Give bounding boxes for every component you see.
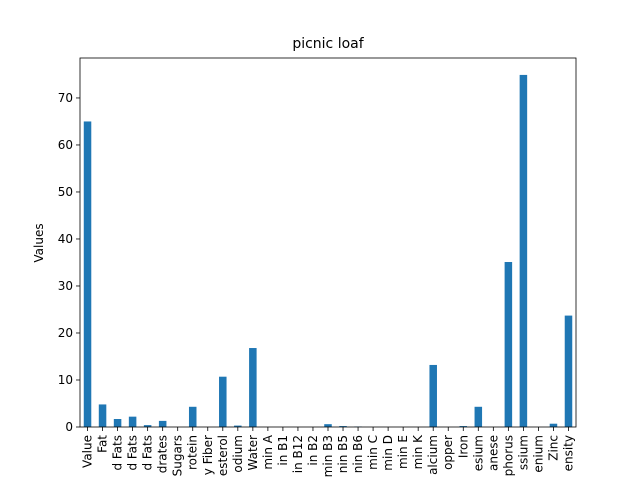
x-tick-label-7: rotein: [186, 435, 200, 470]
bar-26: [474, 406, 483, 427]
bar-10: [234, 425, 242, 427]
x-tick-label-5: drates: [156, 435, 170, 473]
x-tick-label-10: odium: [231, 435, 245, 473]
x-tick-label-13: in B1: [276, 435, 290, 466]
x-tick-label-4: d Fats: [141, 435, 155, 471]
x-tick-label-15: in B2: [306, 435, 320, 466]
bar-4: [143, 425, 152, 427]
y-tick-label-5: 50: [58, 185, 73, 199]
y-tick-label-0: 0: [65, 420, 73, 434]
x-tick-label-21: min E: [396, 435, 410, 469]
x-tick-label-27: anese: [486, 435, 500, 471]
x-tick-label-18: nin B6: [351, 435, 365, 473]
x-tick-label-30: enium: [531, 435, 545, 473]
x-tick-label-26: esium: [471, 435, 485, 471]
plot-frame: [79, 57, 577, 428]
chart-title: picnic loaf: [292, 36, 364, 52]
x-tick-label-28: phorus: [501, 435, 515, 476]
y-axis-label: Values: [32, 223, 46, 262]
x-tick-label-17: nin B5: [336, 435, 350, 473]
bar-2: [113, 419, 122, 427]
bar-1: [98, 404, 107, 427]
x-tick-label-0: Value: [81, 435, 95, 468]
x-tick-label-22: min K: [411, 434, 425, 469]
y-tick-label-6: 60: [58, 138, 73, 152]
x-tick-label-12: min A: [261, 434, 275, 469]
x-tick-label-9: esterol: [216, 435, 230, 476]
y-tick-label-4: 40: [58, 232, 73, 246]
x-tick-label-11: Water: [246, 435, 260, 471]
bar-0: [83, 121, 92, 428]
bar-28: [504, 262, 513, 427]
x-tick-label-32: ensity: [561, 435, 575, 471]
bar-23: [429, 364, 437, 427]
x-tick-label-2: d Fats: [111, 435, 125, 471]
bar-5: [158, 420, 167, 427]
bar-16: [324, 424, 332, 427]
y-tick-label-1: 10: [58, 373, 73, 387]
x-axis-ticks: Value Fat d Fats d Fats d Fats drates Sugars ro…: [81, 427, 575, 477]
x-tick-label-19: min C: [366, 435, 380, 470]
x-tick-label-23: alcium: [426, 435, 440, 475]
y-tick-label-7: 70: [58, 91, 73, 105]
bar-32: [564, 315, 573, 427]
y-tick-label-3: 30: [58, 279, 73, 293]
y-tick-label-2: 20: [58, 326, 73, 340]
bar-17: [339, 426, 347, 427]
x-tick-label-8: y Fiber: [201, 435, 215, 475]
bar-11: [249, 348, 257, 427]
y-axis-ticks: 0 10 20 30 40 50 60 70: [58, 91, 80, 434]
bar-25: [459, 426, 468, 427]
x-tick-label-3: d Fats: [126, 435, 140, 471]
x-tick-label-24: opper: [441, 435, 455, 470]
x-tick-label-31: Zinc: [546, 435, 560, 461]
bar-9: [219, 376, 227, 427]
bar-29: [519, 74, 528, 428]
x-tick-label-6: Sugars: [171, 435, 185, 476]
x-tick-label-14: in B12: [291, 435, 305, 473]
x-tick-label-1: Fat: [96, 435, 110, 453]
x-tick-label-29: ssium: [516, 435, 530, 470]
bar-3: [128, 416, 137, 427]
x-tick-label-16: min B3: [321, 435, 335, 477]
x-tick-label-25: Iron: [456, 435, 470, 458]
bar-31: [549, 423, 558, 427]
bars-group: [83, 74, 573, 428]
x-tick-label-20: min D: [381, 435, 395, 471]
bar-7: [188, 406, 197, 427]
